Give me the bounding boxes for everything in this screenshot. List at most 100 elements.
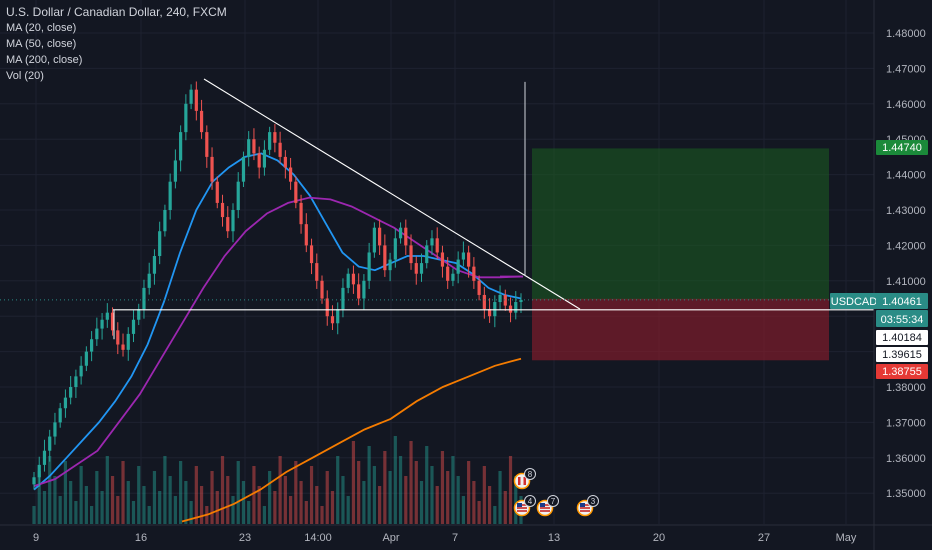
y-tick-label: 1.46000 xyxy=(886,99,926,111)
study-volume[interactable]: Vol (20) xyxy=(6,70,44,82)
candle-body xyxy=(467,252,471,267)
volume-bar xyxy=(79,466,83,524)
candle-body xyxy=(493,302,497,317)
x-tick-label: 13 xyxy=(548,532,560,544)
event-count-badge xyxy=(524,468,536,480)
event-count-badge xyxy=(547,495,559,507)
candle-body xyxy=(48,436,52,451)
candle-body xyxy=(315,263,319,281)
moving-averages xyxy=(33,152,523,523)
candle-body xyxy=(131,319,136,334)
volume-bar xyxy=(467,461,471,524)
ma20-line xyxy=(33,152,522,491)
volume-bar xyxy=(262,506,267,524)
event-us-flag-icon[interactable]: 3 xyxy=(576,495,599,517)
volume-bar xyxy=(514,476,518,524)
volume-bar xyxy=(482,466,486,524)
candle-body xyxy=(236,181,240,210)
candle-body xyxy=(69,387,73,398)
trendline-descending xyxy=(203,78,581,310)
grid xyxy=(0,0,874,524)
candle-body xyxy=(110,312,115,331)
candle-body xyxy=(367,252,371,281)
volume-bar xyxy=(273,491,277,524)
candles xyxy=(32,81,523,490)
candle-body xyxy=(378,227,382,246)
ma50-line xyxy=(33,196,522,487)
event-count: 3 xyxy=(591,497,596,506)
volume-bar xyxy=(95,471,99,524)
event-count: 8 xyxy=(528,470,533,479)
candle-body xyxy=(388,259,392,271)
candle-body xyxy=(299,202,303,225)
candle-body xyxy=(226,217,230,232)
volume-bar xyxy=(163,456,167,524)
x-tick-label: May xyxy=(836,532,857,544)
study-ma50[interactable]: MA (50, close) xyxy=(6,38,77,50)
price-tag-box xyxy=(876,140,928,155)
candle-body xyxy=(278,142,282,157)
candle-body xyxy=(205,132,209,157)
volume-bar xyxy=(351,441,356,524)
study-ma200[interactable]: MA (200, close) xyxy=(6,54,83,66)
candle-body xyxy=(398,227,403,239)
volume-bar xyxy=(53,476,57,524)
candle-body xyxy=(210,156,214,182)
event-count-badge xyxy=(587,495,599,507)
volume-bar xyxy=(42,491,47,524)
candle-body xyxy=(451,273,455,281)
volume-bar xyxy=(173,496,177,524)
event-us-flag-icon[interactable]: 4 xyxy=(513,495,536,517)
candle-body xyxy=(320,280,324,299)
volume-bar xyxy=(283,476,287,524)
x-tick-label: 14:00 xyxy=(304,532,332,544)
volume-bar xyxy=(367,446,371,524)
volume-bar xyxy=(446,471,450,524)
us-flag-canton xyxy=(540,503,545,507)
price-tag-label: 03:55:34 xyxy=(881,314,924,326)
volume-bar xyxy=(48,456,52,524)
candle-body xyxy=(168,181,172,210)
event-us-flag-icon[interactable]: 7 xyxy=(536,495,559,517)
candle-body xyxy=(79,365,83,377)
volume-bar xyxy=(398,456,403,524)
y-tick-label: 1.47000 xyxy=(886,63,926,75)
candle-body xyxy=(487,309,492,317)
price-tag-box xyxy=(830,293,878,309)
event-ca-flag-icon[interactable]: 8 xyxy=(513,468,536,490)
volume-bar xyxy=(419,481,424,524)
drawn-lines[interactable] xyxy=(0,78,874,340)
volume-bar xyxy=(346,496,350,524)
candle-body xyxy=(142,287,146,310)
candle-body xyxy=(351,273,356,285)
candle-body xyxy=(503,294,507,306)
volume-bar xyxy=(320,506,324,524)
symbol-title: U.S. Dollar / Canadian Dollar, 240, FXCM xyxy=(6,5,227,19)
candle-body xyxy=(231,210,235,232)
volume-bar xyxy=(268,471,272,524)
volume-bar xyxy=(487,486,492,524)
volume-bar xyxy=(247,501,251,524)
study-ma20[interactable]: MA (20, close) xyxy=(6,22,77,34)
us-flag-stripe xyxy=(517,507,527,509)
events[interactable]: 8 4 7 3 xyxy=(513,468,599,517)
x-tick-label: 9 xyxy=(33,532,39,544)
x-tick-label: 7 xyxy=(452,532,458,544)
candle-body xyxy=(419,263,424,274)
x-tick-label: 20 xyxy=(653,532,665,544)
candle-body xyxy=(514,302,518,313)
candle-body xyxy=(163,210,167,232)
candle-body xyxy=(498,294,502,303)
candle-body xyxy=(472,266,476,281)
candle-body xyxy=(121,344,125,350)
volume-bar xyxy=(299,481,303,524)
volume-bar xyxy=(372,466,376,524)
candle-body xyxy=(184,103,188,133)
y-tick-label: 1.37000 xyxy=(886,417,926,429)
candle-body xyxy=(362,280,366,299)
position-zones xyxy=(532,148,829,361)
candle-body xyxy=(95,328,99,340)
us-flag-stripe xyxy=(580,507,590,509)
us-flag-stripe xyxy=(540,510,550,512)
